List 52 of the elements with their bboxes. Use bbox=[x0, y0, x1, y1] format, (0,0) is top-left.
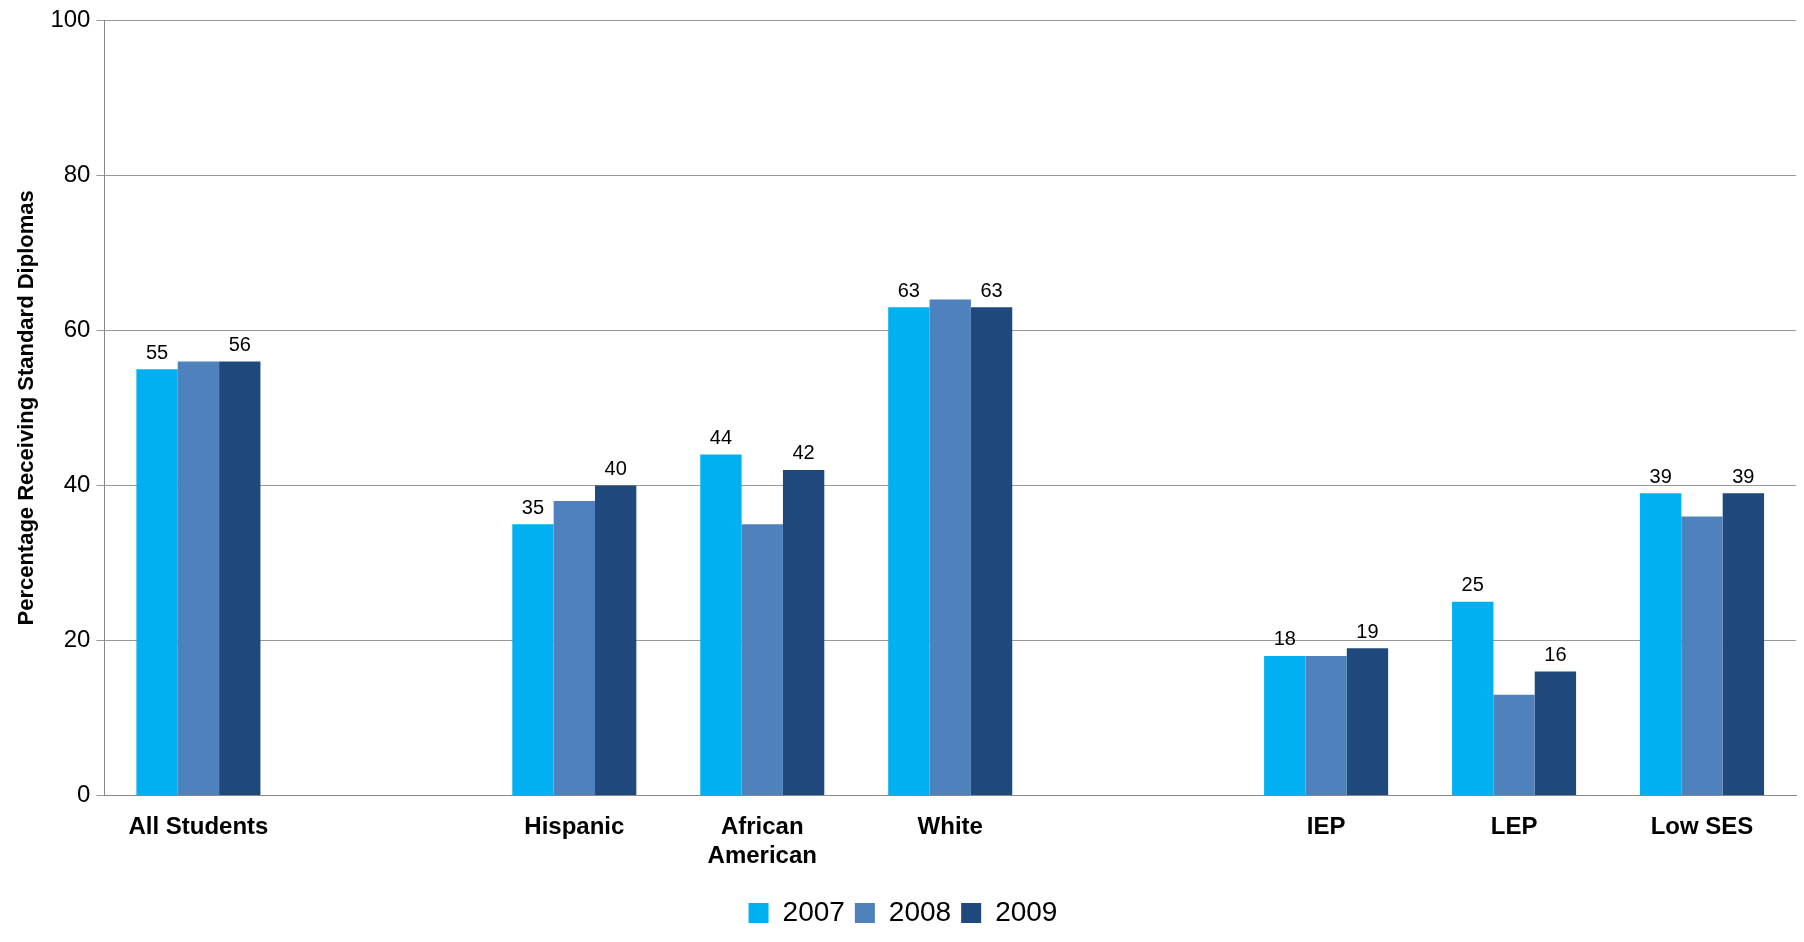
bar bbox=[1681, 516, 1723, 795]
data-label: 55 bbox=[145, 340, 169, 363]
y-tick-label: 80 bbox=[63, 160, 91, 188]
bar bbox=[177, 361, 220, 795]
y-tick-label: 20 bbox=[63, 625, 91, 653]
bar bbox=[1452, 601, 1494, 795]
data-label: 44 bbox=[709, 425, 733, 448]
data-label: 40 bbox=[604, 456, 627, 479]
legend-label: 2008 bbox=[888, 895, 952, 927]
data-label: 63 bbox=[897, 278, 920, 301]
x-tick-label: White bbox=[917, 812, 983, 840]
x-tick-label: Hispanic bbox=[524, 812, 625, 840]
data-label: 19 bbox=[1356, 619, 1379, 642]
bar bbox=[888, 307, 930, 795]
bar bbox=[929, 299, 971, 795]
data-label: 35 bbox=[521, 495, 545, 518]
data-label: 16 bbox=[1544, 642, 1567, 665]
y-tick-label: 100 bbox=[50, 5, 91, 33]
bar bbox=[136, 369, 178, 795]
bar bbox=[1722, 493, 1765, 795]
data-label: 18 bbox=[1273, 627, 1296, 650]
y-tick-label: 0 bbox=[77, 780, 91, 808]
bar bbox=[595, 485, 637, 795]
bar bbox=[970, 307, 1013, 795]
data-label: 25 bbox=[1461, 573, 1484, 596]
x-tick-label: LEP bbox=[1490, 812, 1538, 840]
data-label: 56 bbox=[228, 332, 251, 355]
bar bbox=[741, 524, 783, 795]
x-tick-label: IEP bbox=[1306, 812, 1346, 840]
bar bbox=[219, 361, 261, 795]
bar bbox=[1534, 671, 1577, 795]
bar bbox=[700, 454, 742, 795]
x-tick-label: African American bbox=[707, 812, 817, 869]
y-axis-title: Percentage Receiving Standard Diplomas bbox=[13, 190, 39, 626]
bar bbox=[553, 500, 595, 795]
legend-label: 2007 bbox=[782, 895, 845, 927]
y-tick-label: 60 bbox=[63, 315, 91, 343]
bar bbox=[1305, 655, 1347, 795]
data-label: 63 bbox=[980, 278, 1003, 301]
bar bbox=[1640, 493, 1682, 795]
x-tick-label: All Students bbox=[128, 812, 269, 840]
y-tick-label: 40 bbox=[63, 470, 91, 498]
bar bbox=[782, 469, 825, 795]
legend-label: 2009 bbox=[995, 895, 1058, 927]
data-label: 39 bbox=[1732, 464, 1755, 487]
bar bbox=[1346, 648, 1389, 795]
data-label: 42 bbox=[792, 441, 815, 464]
bar bbox=[1264, 655, 1306, 795]
data-label: 39 bbox=[1649, 464, 1672, 487]
bar bbox=[1493, 694, 1535, 795]
x-tick-label: Low SES bbox=[1650, 812, 1754, 840]
bar bbox=[512, 524, 554, 795]
